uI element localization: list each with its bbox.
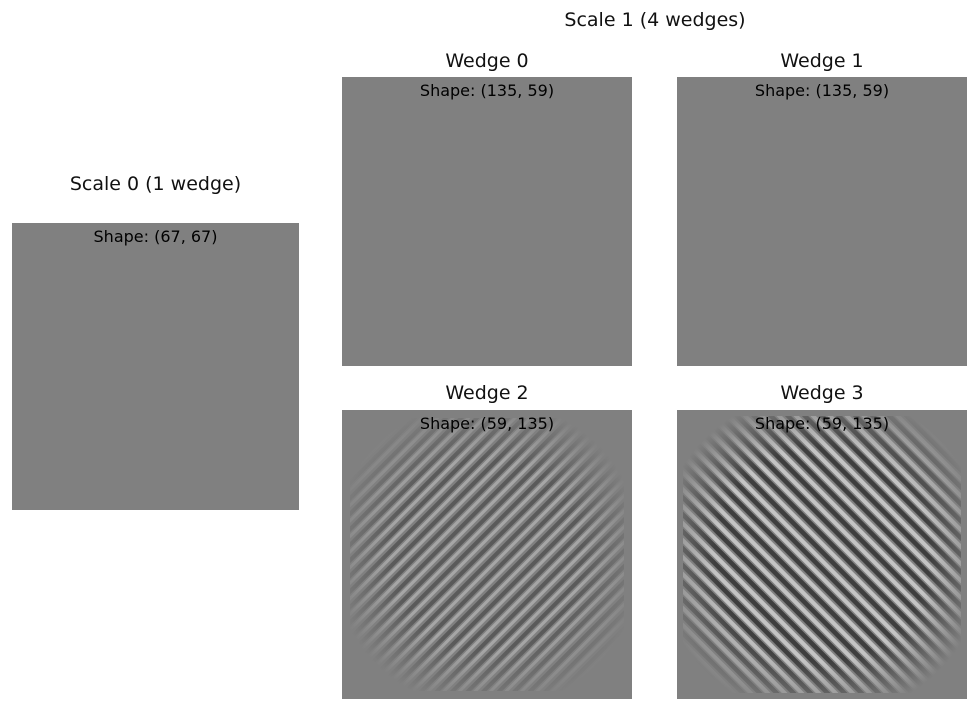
scale0-title: Scale 0 (1 wedge) [69, 173, 242, 195]
wedge-3-image: Shape: (59, 135) [677, 410, 967, 699]
wedge-0-shape-label: Shape: (135, 59) [419, 81, 555, 100]
wedge-2-stripes [342, 410, 632, 699]
wedge-1-image: Shape: (135, 59) [677, 77, 967, 366]
wedge-3-stripes [677, 410, 967, 699]
wedge-0-image: Shape: (135, 59) [342, 77, 632, 366]
scale0-shape-label: Shape: (67, 67) [93, 227, 218, 246]
wedge-2-title: Wedge 2 [445, 382, 529, 404]
scale0-image: Shape: (67, 67) [12, 223, 299, 510]
wedge-1-title: Wedge 1 [780, 50, 864, 72]
wedge-2-shape-label: Shape: (59, 135) [419, 414, 555, 433]
wedge-3-shape-label: Shape: (59, 135) [754, 414, 890, 433]
wedge-0-title: Wedge 0 [445, 50, 529, 72]
wedge-1-shape-label: Shape: (135, 59) [754, 81, 890, 100]
wedge-2-image: Shape: (59, 135) [342, 410, 632, 699]
scale1-title: Scale 1 (4 wedges) [564, 9, 746, 31]
wedge-3-title: Wedge 3 [780, 382, 864, 404]
